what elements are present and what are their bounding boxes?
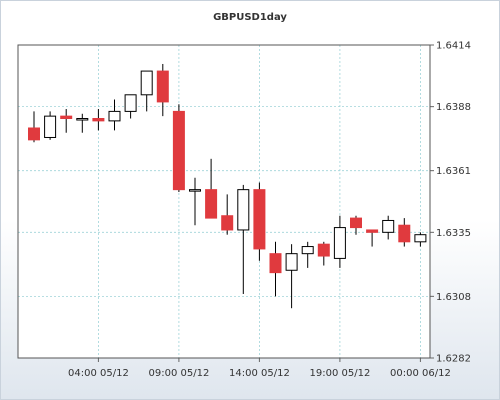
bull-candle-body [76,118,89,121]
bear-candle-body [28,127,40,141]
y-tick-label: 1.6282 [436,354,471,365]
x-tick-label: 09:00 05/12 [148,368,209,379]
bear-candle-body [156,70,169,103]
bear-candle-body [92,118,105,122]
bear-candle-body [269,253,282,274]
plot-area [18,45,430,358]
y-tick-label: 1.6335 [436,228,471,239]
bear-candle-body [205,189,218,219]
bull-candle-body [285,253,298,271]
bear-candle-body [398,224,411,243]
y-tick-label: 1.6414 [436,41,471,52]
y-tick-label: 1.6388 [436,102,471,113]
y-tick-label: 1.6308 [436,292,471,303]
bull-candle-body [382,219,395,233]
bull-candle-body [189,189,201,192]
bear-candle-body [172,110,185,191]
bear-candle-body [350,217,362,229]
bull-candle-body [44,115,57,138]
x-tick-label: 19:00 05/12 [309,368,370,379]
bear-candle-body [60,115,73,120]
chart-title: GBPUSD1day [213,12,287,23]
plot-border [17,44,431,359]
bull-candle-body [333,227,346,259]
bull-candle-body [124,94,137,112]
bull-candle-body [108,110,121,122]
x-tick-label: 14:00 05/12 [229,368,290,379]
bull-candle-body [301,246,314,255]
bear-candle-body [253,189,266,250]
bear-candle-body [366,229,379,233]
bull-candle-body [237,189,250,231]
x-tick-label: 00:00 06/12 [390,368,451,379]
bear-candle-body [317,243,330,257]
bull-candle-body [414,234,427,243]
y-tick-label: 1.6361 [436,166,471,177]
bear-candle-body [221,215,234,231]
x-tick-label: 04:00 05/12 [68,368,129,379]
bull-candle-body [140,70,153,96]
